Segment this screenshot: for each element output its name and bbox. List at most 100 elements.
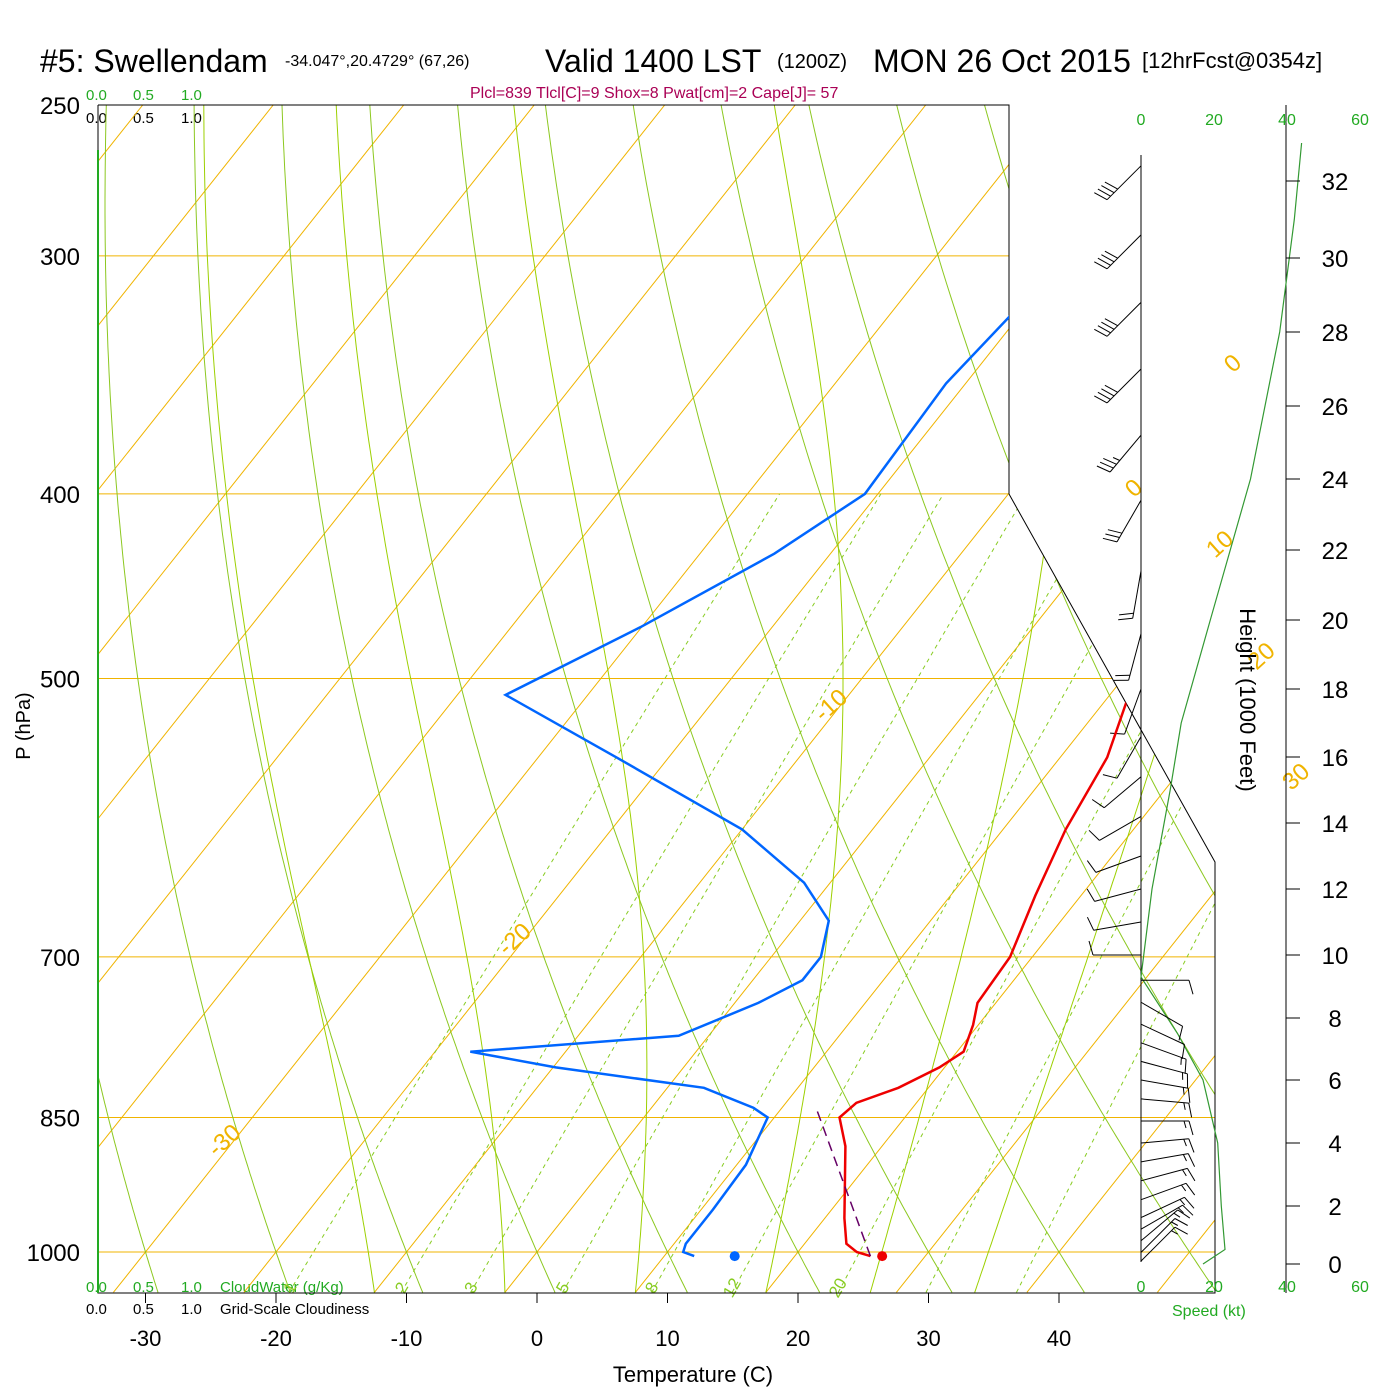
wind-barb: [1091, 776, 1142, 809]
height-tick-label: 6: [1328, 1068, 1341, 1095]
wind-barb: [1140, 1042, 1187, 1074]
x-tick-label: -10: [391, 1326, 423, 1351]
moist-adiabat: [765, 105, 844, 1293]
height-tick-label: 18: [1322, 677, 1349, 704]
wind-barb: [1086, 888, 1142, 902]
wind-barb: [1140, 1060, 1189, 1089]
cloudiness-label: Grid-Scale Cloudiness: [220, 1301, 369, 1318]
height-tick-label: 28: [1322, 320, 1349, 347]
wind-barb: [1140, 1167, 1196, 1182]
mixing-ratio-line: [562, 493, 1027, 1293]
isotherm-line: [98, 105, 796, 1293]
wind-barb: [1096, 434, 1142, 473]
dry-adiabat: [193, 105, 424, 1293]
forecast-date: MON 26 Oct 2015: [873, 43, 1131, 79]
wind-barb: [1140, 1209, 1191, 1242]
plot-frame: [97, 104, 1216, 1294]
pressure-tick-label: 700: [40, 945, 80, 972]
wind-barb: [1086, 855, 1142, 873]
wind-barb: [1140, 1226, 1188, 1262]
height-tick-label: 2: [1328, 1194, 1341, 1221]
mixing-ratio-line: [400, 493, 882, 1293]
mixing-ratio-line: [651, 493, 1107, 1293]
scale-green-0-bottom: 0.0: [86, 1279, 107, 1296]
wind-barb: [1118, 570, 1142, 621]
speed-tick-label-bottom: 60: [1351, 1279, 1369, 1296]
speed-tick-label-bottom: 40: [1278, 1279, 1296, 1296]
x-tick-label: 40: [1047, 1326, 1071, 1351]
height-tick-label: 20: [1322, 608, 1349, 635]
height-tick-label: 22: [1322, 538, 1349, 565]
station-coords: -34.047°,20.4729° (67,26): [285, 53, 469, 70]
speed-axis-title: Speed (kt): [1172, 1303, 1246, 1320]
x-axis-title: Temperature (C): [613, 1362, 773, 1387]
speed-tick-label-bottom: 0: [1137, 1279, 1146, 1296]
height-tick-label: 0: [1328, 1252, 1341, 1279]
background-lines: [98, 105, 1215, 1293]
scale-green-2-bottom: 1.0: [181, 1279, 202, 1296]
height-tick-label: 10: [1322, 943, 1349, 970]
isotherm-line: [98, 105, 274, 1293]
scale-black-1: 0.5: [133, 110, 154, 127]
isotherm-line: [504, 105, 1215, 1293]
dry-adiabat: [104, 105, 291, 1293]
dry-adiabat: [808, 105, 1215, 1293]
mixing-ratio-line: [288, 493, 781, 1293]
pressure-tick-label: 500: [40, 667, 80, 694]
x-tick-label: 10: [655, 1326, 679, 1351]
wind-barb: [1140, 1023, 1185, 1059]
height-tick-label: 8: [1328, 1006, 1341, 1033]
surface-dewpoint-dot: [729, 1251, 740, 1262]
parcel-path: [815, 1107, 872, 1257]
mixing-ratio-line: [925, 493, 1215, 1293]
height-tick-label: 12: [1322, 877, 1349, 904]
x-tick-label: -20: [260, 1326, 292, 1351]
height-tick-label: 26: [1322, 394, 1349, 421]
wind-barb: [1140, 1204, 1194, 1230]
dry-adiabat: [632, 105, 1085, 1293]
isotherm-line: [98, 105, 535, 1293]
wind-section: [1086, 105, 1303, 1293]
speed-tick-label-top: 40: [1278, 112, 1296, 129]
surface-temperature-dot: [877, 1251, 888, 1262]
x-tick-label: 20: [786, 1326, 810, 1351]
wind-barb: [1140, 1120, 1194, 1136]
wind-barb: [1140, 1196, 1195, 1219]
moist-adiabat: [335, 105, 506, 1293]
moist-adiabat: [974, 105, 1215, 1293]
pressure-tick-label: 300: [40, 244, 80, 271]
wind-barb: [1094, 302, 1142, 337]
isotherm-line: [98, 105, 927, 1293]
wind-barb: [1094, 368, 1142, 404]
x-tick-label: 0: [531, 1326, 543, 1351]
x-axis-ticks: -30 -20 -10 0 10 20 30 40: [130, 1293, 1071, 1351]
dry-adiabat: [544, 105, 953, 1293]
wind-barb: [1102, 736, 1142, 779]
wind-barb: [1141, 979, 1194, 995]
wind-barb: [1088, 940, 1141, 956]
pressure-tick-label: 250: [40, 93, 80, 120]
y-axis-title: P (hPa): [13, 692, 35, 759]
scale-black-1-bottom: 0.5: [133, 1301, 154, 1318]
scale-black-2: 1.0: [181, 110, 202, 127]
valid-time: Valid 1400 LST: [545, 43, 761, 79]
isotherm-line: [635, 105, 1215, 1293]
sounding-indices: Plcl=839 Tlcl[C]=9 Shox=8 Pwat[cm]=2 Cap…: [470, 85, 838, 102]
wind-barb: [1140, 1182, 1196, 1201]
wind-barb: [1088, 815, 1142, 841]
isotherm-line: [98, 105, 405, 1293]
height-tick-label: 16: [1322, 745, 1349, 772]
height-tick-label: 30: [1322, 246, 1349, 273]
scale-black-0: 0.0: [86, 110, 107, 127]
dry-adiabat: [98, 105, 159, 1293]
isotherm-line: [765, 105, 1215, 1293]
isotherm-line: [98, 105, 666, 1293]
moist-adiabat: [513, 105, 648, 1293]
height-tick-label: 24: [1322, 467, 1349, 494]
wind-barb: [1113, 633, 1142, 681]
height-axis-title: Height (1000 Feet): [1235, 608, 1260, 791]
scale-green-1: 0.5: [133, 87, 154, 104]
wind-barb: [1140, 1098, 1193, 1118]
dry-adiabat: [369, 105, 688, 1293]
